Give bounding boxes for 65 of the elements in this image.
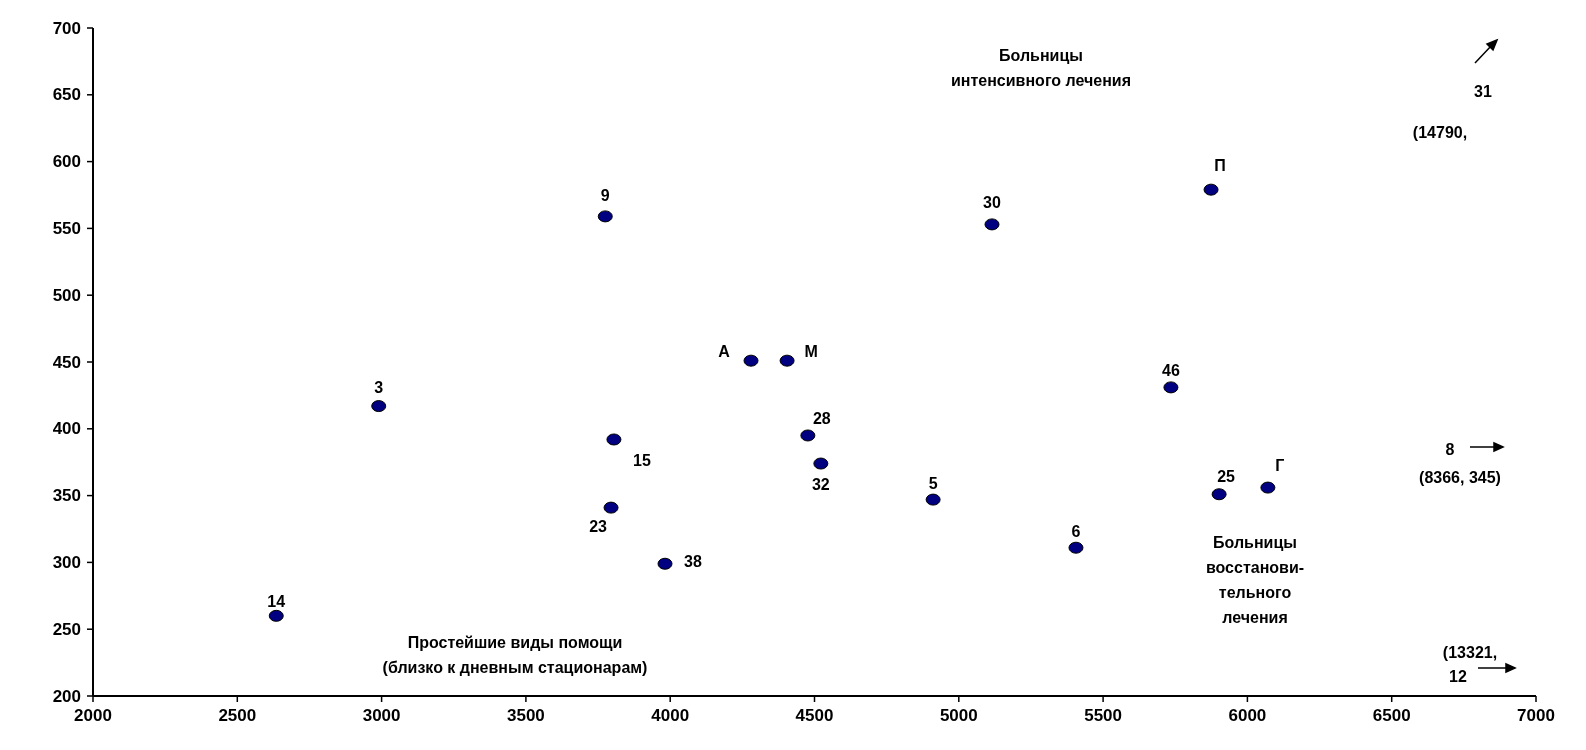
x-tick-label: 5500: [1084, 706, 1123, 725]
point: [800, 429, 816, 442]
point: [1163, 381, 1179, 394]
point: [657, 557, 673, 570]
point: [603, 501, 619, 514]
y-tick-label: 300: [52, 552, 81, 572]
annotation: (14790,: [1412, 123, 1468, 141]
point: [743, 354, 759, 367]
annotation: 32: [811, 476, 830, 494]
annotation: 9: [600, 186, 610, 204]
y-tick-label: 350: [52, 486, 81, 506]
x-tick-label: 6000: [1228, 706, 1267, 725]
y-tick-label: 650: [52, 85, 81, 105]
annotation: (13321,: [1442, 643, 1498, 661]
x-tick-label: 3000: [362, 706, 401, 725]
point: [606, 433, 622, 446]
y-tick-label: 250: [52, 619, 81, 639]
annotation: 14: [267, 593, 286, 611]
annotation: А: [718, 343, 731, 361]
annotation: 38: [684, 553, 703, 571]
x-tick-label: 2000: [74, 706, 112, 725]
x-tick-label: 3500: [506, 706, 545, 725]
annotation: 46: [1162, 361, 1180, 379]
point: [371, 400, 387, 413]
x-tick-label: 7000: [1517, 706, 1555, 725]
point: [1203, 183, 1219, 196]
annotation: Г: [1275, 457, 1285, 475]
annotation: (8366, 345): [1419, 468, 1501, 486]
point: [1068, 541, 1084, 554]
annotation: 23: [589, 518, 608, 536]
annotation: Больницы интенсивного лечения: [950, 46, 1132, 89]
annotation: 5: [928, 475, 938, 493]
point: [268, 609, 284, 622]
x-tick-label: 6500: [1372, 706, 1411, 725]
x-tick-label: 4500: [795, 706, 834, 725]
y-tick-label: 700: [52, 18, 81, 38]
annotation: 15: [633, 451, 651, 469]
annotation: 28: [812, 409, 831, 427]
y-tick-label: 450: [52, 352, 81, 372]
point: [597, 210, 613, 223]
annotation: 12: [1449, 667, 1467, 685]
y-tick-label: 200: [52, 686, 81, 706]
x-tick-label: 5000: [939, 706, 978, 725]
annotation: 31: [1474, 82, 1492, 100]
annotation: 30: [983, 193, 1001, 211]
x-tick-label: 2500: [218, 706, 257, 725]
annotation: П: [1214, 157, 1226, 175]
point: [984, 218, 1000, 231]
y-tick-label: 600: [52, 152, 81, 172]
point: [925, 493, 941, 506]
y-tick-label: 550: [52, 218, 81, 238]
point: [813, 457, 829, 470]
point: [1211, 488, 1227, 501]
annotation: 25: [1217, 467, 1236, 485]
point: [1260, 481, 1276, 494]
x-tick-label: 4000: [651, 706, 690, 725]
annotation: М: [804, 343, 818, 361]
y-tick-label: 500: [52, 285, 81, 305]
y-tick-label: 400: [52, 419, 81, 439]
annotation: Больницы восстанови- тельного лечения: [1205, 533, 1305, 626]
annotation: Простейшие виды помощи (близко к дневным стационарам): [382, 633, 648, 676]
annotation: 8: [1445, 440, 1455, 458]
annotation: 6: [1071, 523, 1081, 541]
annotation: 3: [374, 378, 384, 396]
point: [779, 354, 795, 367]
